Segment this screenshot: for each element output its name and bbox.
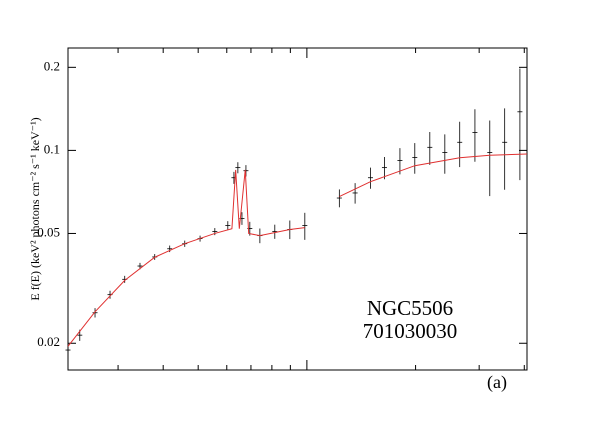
y-tick-label: 0.02	[37, 334, 60, 349]
y-axis-label: E f(E) (keV² photons cm⁻² s⁻¹ keV⁻¹)	[28, 117, 42, 300]
annotation: (a)	[487, 372, 507, 393]
annotation: 701030030	[363, 319, 458, 343]
model-line	[67, 153, 528, 347]
plot-frame	[67, 47, 528, 371]
y-tick-label: 0.1	[44, 141, 60, 156]
y-tick-label: 0.2	[44, 58, 60, 73]
annotation: NGC5506	[367, 296, 453, 320]
y-tick-label: 0.05	[37, 224, 60, 239]
